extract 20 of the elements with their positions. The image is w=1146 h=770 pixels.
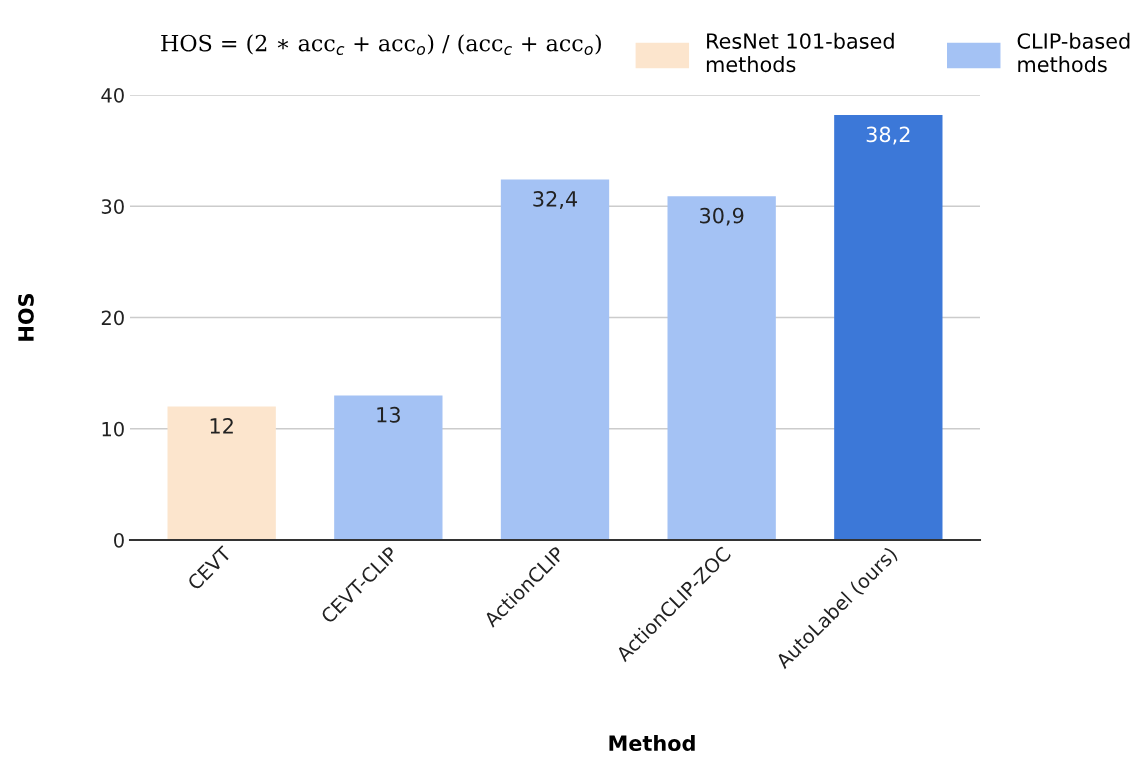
data-label: 32,4: [533, 191, 578, 209]
x-axis-title: Method: [609, 734, 695, 752]
y-tick-label: 40: [101, 87, 124, 103]
bar: [500, 179, 610, 540]
legend-label: CLIP-based methods: [1017, 32, 1130, 73]
text: HOS = (2 ∗ acc$_{c}$ + acc$_{o}$) / (acc$_{c}$ + acc$_{o}$): [161, 34, 601, 55]
bar: [667, 196, 776, 540]
data-label: 13: [377, 406, 400, 423]
data-label: 38,2: [866, 126, 910, 145]
y-tick-label: 30: [101, 199, 124, 214]
y-tick-label: 0: [114, 532, 124, 548]
y-tick-label: 10: [102, 421, 124, 437]
y-tick-label: 20: [101, 310, 124, 326]
bar: [167, 406, 276, 540]
bar: [834, 115, 943, 540]
legend-label: ResNet 101-based methods: [706, 32, 894, 73]
data-label: 12: [210, 417, 233, 434]
bar: [334, 395, 443, 540]
data-label: 30,9: [700, 207, 744, 226]
y-axis-title: HOS: [18, 293, 34, 341]
